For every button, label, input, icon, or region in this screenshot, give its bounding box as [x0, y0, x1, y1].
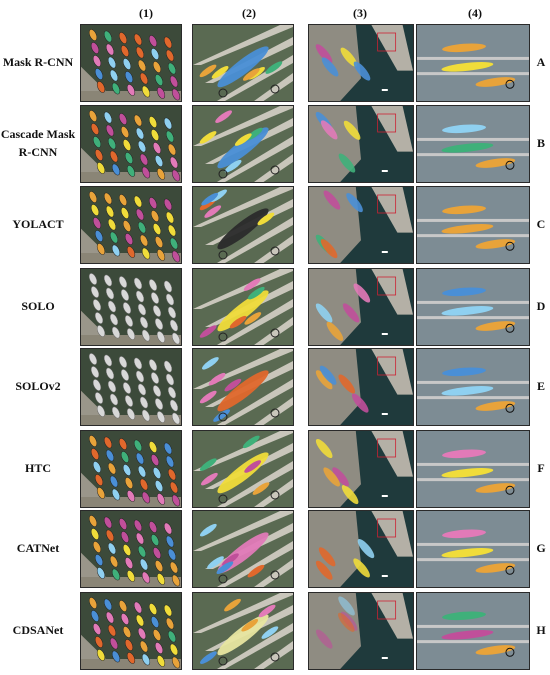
- segmentation-visual-col3: [309, 349, 413, 425]
- segmentation-visual-col4: [417, 431, 529, 507]
- result-image-col1: [80, 592, 182, 670]
- result-image-col2: [192, 268, 294, 346]
- column-header-2: (2): [242, 6, 256, 20]
- segmentation-visual-col3: [309, 593, 413, 669]
- result-image-col4: [416, 24, 530, 102]
- segmentation-visual-col1: [81, 269, 181, 345]
- result-image-col1: [80, 430, 182, 508]
- segmentation-visual-col1: [81, 106, 181, 182]
- column-header-1: (1): [139, 6, 153, 20]
- segmentation-visual-col3: [309, 511, 413, 587]
- result-image-col1: [80, 186, 182, 264]
- segmentation-visual-col4: [417, 106, 529, 182]
- column-header-3: (3): [353, 6, 367, 20]
- row-letter: A: [536, 55, 546, 69]
- result-image-col2: [192, 510, 294, 588]
- segmentation-visual-col2: [193, 25, 293, 101]
- result-image-col2: [192, 24, 294, 102]
- result-image-col2: [192, 592, 294, 670]
- column-header-4: (4): [468, 6, 482, 20]
- segmentation-visual-col1: [81, 187, 181, 263]
- row-method-label: Mask R-CNN: [2, 55, 74, 69]
- row-letter: D: [536, 299, 546, 313]
- row-method-label: CDSANet: [12, 623, 64, 637]
- result-image-col3: [308, 105, 414, 183]
- segmentation-visual-col4: [417, 593, 529, 669]
- result-image-col3: [308, 592, 414, 670]
- result-image-col1: [80, 105, 182, 183]
- result-image-col3: [308, 24, 414, 102]
- row-method-label: HTC: [24, 461, 51, 475]
- segmentation-visual-col1: [81, 593, 181, 669]
- segmentation-visual-col2: [193, 349, 293, 425]
- row-letter: H: [536, 623, 546, 637]
- row-method-label: Cascade Mask R-CNN: [0, 127, 76, 159]
- segmentation-visual-col2: [193, 511, 293, 587]
- result-image-col3: [308, 186, 414, 264]
- segmentation-visual-col1: [81, 431, 181, 507]
- result-image-col1: [80, 268, 182, 346]
- segmentation-visual-col2: [193, 106, 293, 182]
- segmentation-visual-col3: [309, 25, 413, 101]
- segmentation-visual-col4: [417, 349, 529, 425]
- result-image-col4: [416, 592, 530, 670]
- segmentation-visual-col3: [309, 431, 413, 507]
- result-image-col4: [416, 348, 530, 426]
- result-image-col4: [416, 430, 530, 508]
- row-letter: G: [536, 541, 546, 555]
- segmentation-visual-col3: [309, 187, 413, 263]
- segmentation-visual-col1: [81, 511, 181, 587]
- segmentation-visual-col1: [81, 349, 181, 425]
- segmentation-visual-col2: [193, 187, 293, 263]
- result-image-col2: [192, 186, 294, 264]
- row-method-label: SOLO: [21, 299, 55, 313]
- result-image-col4: [416, 510, 530, 588]
- row-method-label: YOLACT: [12, 217, 64, 231]
- segmentation-visual-col4: [417, 269, 529, 345]
- segmentation-visual-col3: [309, 269, 413, 345]
- result-image-col3: [308, 348, 414, 426]
- result-image-col2: [192, 430, 294, 508]
- row-method-label: SOLOv2: [15, 379, 61, 393]
- segmentation-visual-col1: [81, 25, 181, 101]
- row-letter: E: [536, 379, 545, 393]
- result-image-col4: [416, 186, 530, 264]
- result-image-col3: [308, 268, 414, 346]
- result-image-col1: [80, 24, 182, 102]
- segmentation-visual-col4: [417, 187, 529, 263]
- segmentation-visual-col2: [193, 269, 293, 345]
- row-letter: B: [536, 136, 545, 150]
- row-letter: C: [536, 217, 546, 231]
- result-image-col3: [308, 430, 414, 508]
- result-image-col1: [80, 348, 182, 426]
- segmentation-visual-col4: [417, 511, 529, 587]
- result-image-col1: [80, 510, 182, 588]
- result-image-col2: [192, 105, 294, 183]
- row-letter: F: [537, 461, 545, 475]
- segmentation-visual-col3: [309, 106, 413, 182]
- result-image-col4: [416, 105, 530, 183]
- segmentation-visual-col2: [193, 431, 293, 507]
- result-image-col3: [308, 510, 414, 588]
- segmentation-visual-col4: [417, 25, 529, 101]
- result-image-col4: [416, 268, 530, 346]
- result-image-col2: [192, 348, 294, 426]
- row-method-label: CATNet: [16, 541, 60, 555]
- segmentation-visual-col2: [193, 593, 293, 669]
